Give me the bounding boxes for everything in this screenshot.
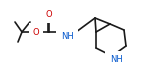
Text: O: O [33, 28, 39, 36]
Text: NH: NH [110, 56, 122, 64]
Text: O: O [46, 10, 52, 18]
Text: NH: NH [61, 32, 73, 41]
